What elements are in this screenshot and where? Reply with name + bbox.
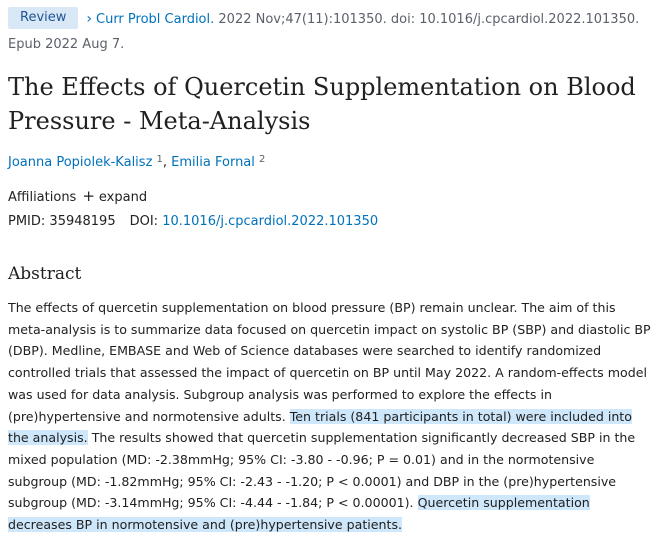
chevron-right-icon[interactable]: › — [86, 11, 92, 27]
author-link[interactable]: Emilia Fornal — [171, 155, 255, 170]
author-separator: , — [162, 155, 172, 170]
doi-link[interactable]: 10.1016/j.cpcardiol.2022.101350 — [162, 214, 379, 229]
abstract-heading: Abstract — [8, 264, 82, 284]
author-link[interactable]: Joanna Popiolek-Kalisz — [8, 155, 153, 170]
authors-list: Joanna Popiolek-Kalisz 1, Emilia Fornal … — [8, 153, 265, 173]
affiliation-ref[interactable]: 2 — [259, 154, 266, 165]
citation-line: Review › Curr Probl Cardiol. 2022 Nov;47(1… — [8, 7, 658, 57]
journal-link[interactable]: Curr Probl Cardiol. — [96, 12, 215, 27]
abstract-part-2: The results showed that quercetin supple… — [8, 430, 636, 511]
citation-details: 2022 Nov;47(11):101350. doi: 10.1016/j.c… — [8, 12, 640, 52]
expand-label[interactable]: expand — [98, 190, 148, 205]
affiliations-label: Affiliations — [8, 190, 77, 205]
pmid-value: 35948195 — [49, 214, 116, 229]
abstract-part-1: The effects of quercetin supplementation… — [8, 300, 651, 424]
identifiers: PMID: 35948195 DOI: 10.1016/j.cpcardiol.2… — [8, 212, 378, 232]
pmid-label: PMID: — [8, 214, 46, 229]
article-type-badge[interactable]: Review — [8, 7, 79, 29]
abstract-text: The effects of quercetin supplementation… — [8, 297, 656, 536]
plus-icon: + — [82, 187, 95, 205]
doi-label: DOI: — [129, 214, 159, 229]
affiliations-toggle[interactable]: Affiliations + expand — [8, 186, 147, 208]
affiliation-ref[interactable]: 1 — [156, 154, 163, 165]
article-title: The Effects of Quercetin Supplementation… — [8, 73, 636, 135]
